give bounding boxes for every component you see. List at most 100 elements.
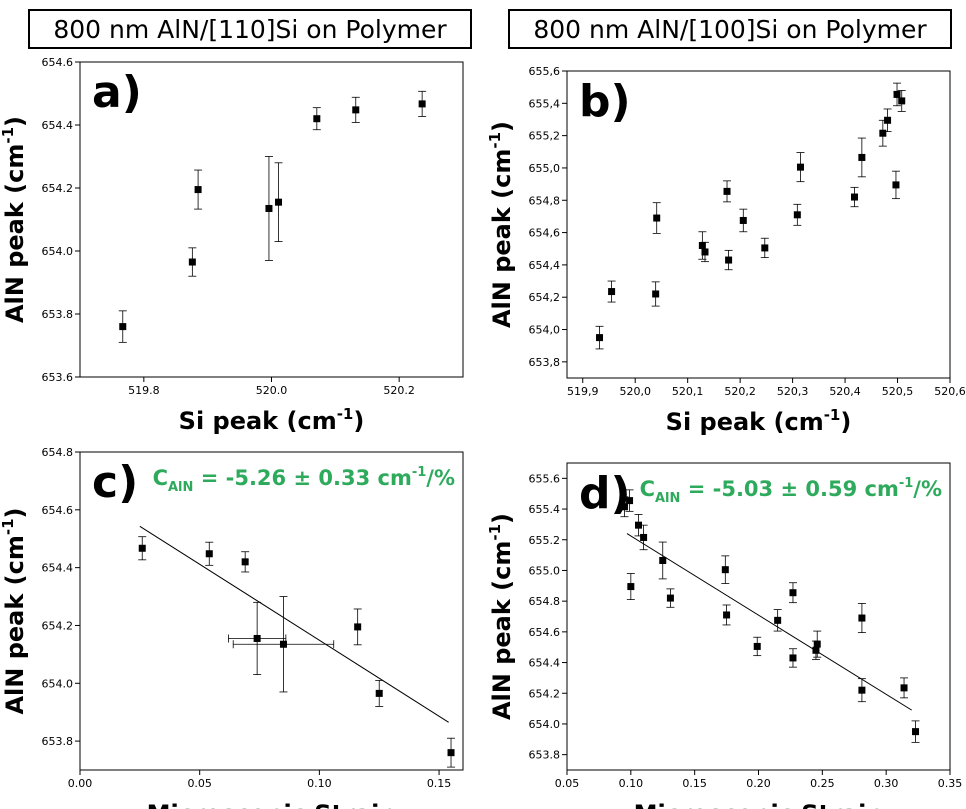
data-point: [658, 541, 667, 580]
point-marker: [188, 258, 196, 266]
slope-annotation: CAlN = -5.26 ± 0.33 cm-1/%: [153, 465, 455, 495]
fit-line: [626, 533, 912, 711]
x-axis-label: Microscopic Strain: [634, 800, 884, 809]
point-marker: [241, 558, 249, 566]
point-marker: [898, 97, 906, 105]
x-tick-label: 0.35: [938, 777, 963, 790]
point-marker: [626, 497, 634, 505]
point-marker: [608, 288, 616, 296]
data-point: [241, 551, 250, 573]
y-tick-label: 654.4: [42, 119, 74, 132]
y-axis-label: AlN peak (cm-1): [0, 507, 29, 714]
y-axis-label: AlN peak (cm-1): [486, 121, 516, 328]
point-marker: [447, 749, 455, 757]
y-tick-label: 654.0: [529, 718, 561, 731]
y-tick-label: 654.6: [529, 626, 561, 639]
point-marker: [721, 566, 729, 574]
point-marker: [313, 115, 321, 123]
y-tick-label: 655,6: [529, 65, 561, 78]
point-marker: [666, 594, 674, 602]
y-tick-label: 653.8: [42, 735, 74, 748]
y-tick-label: 655,0: [529, 162, 561, 175]
data-point: [118, 310, 127, 343]
point-marker: [640, 533, 648, 541]
x-tick-label: 520,2: [724, 385, 756, 398]
y-tick-label: 654.2: [42, 182, 74, 195]
data-point: [264, 156, 273, 261]
point-marker: [753, 642, 761, 650]
data-point: [274, 162, 283, 242]
x-tick-label: 0.10: [307, 777, 332, 790]
point-marker: [789, 654, 797, 662]
y-tick-label: 655.2: [529, 534, 561, 547]
panel-label: c): [92, 457, 138, 508]
y-tick-label: 654,4: [529, 259, 561, 272]
header-right-text: 800 nm AlN/[100]Si on Polymer: [533, 14, 927, 44]
data-point: [721, 555, 730, 584]
header-left-text: 800 nm AlN/[110]Si on Polymer: [53, 14, 447, 44]
panel-label: b): [579, 76, 631, 127]
x-axis-label: Microscopic Strain: [147, 800, 397, 809]
point-marker: [659, 556, 667, 564]
data-point: [652, 202, 661, 234]
y-tick-label: 654.2: [529, 687, 561, 700]
y-tick-label: 654.4: [42, 562, 74, 575]
data-point: [312, 107, 321, 131]
point-marker: [652, 290, 660, 298]
point-marker: [596, 334, 604, 342]
x-tick-label: 520,6: [934, 385, 966, 398]
x-tick-label: 519,9: [567, 385, 599, 398]
x-tick-label: 0.20: [746, 777, 771, 790]
data-point: [724, 249, 733, 271]
data-point: [739, 208, 748, 233]
data-point: [723, 180, 732, 203]
point-marker: [620, 503, 628, 511]
y-tick-label: 654.6: [42, 504, 74, 517]
y-tick-label: 654.0: [42, 677, 74, 690]
x-tick-label: 0.10: [619, 777, 644, 790]
point-marker: [418, 100, 426, 108]
y-axis-label: AlN peak (cm-1): [486, 513, 516, 720]
header-left: 800 nm AlN/[110]Si on Polymer: [28, 9, 472, 49]
point-marker: [634, 521, 642, 529]
data-point: [788, 582, 797, 604]
slope-annotation: CAlN = -5.03 ± 0.59 cm-1/%: [640, 476, 942, 506]
y-tick-label: 654,8: [529, 194, 561, 207]
y-tick-label: 654.6: [42, 56, 74, 69]
data-point: [760, 237, 769, 259]
point-marker: [698, 242, 706, 250]
data-point: [639, 524, 648, 551]
x-tick-label: 520,1: [672, 385, 704, 398]
y-tick-label: 653.6: [42, 371, 74, 384]
point-marker: [138, 544, 146, 552]
point-marker: [725, 256, 733, 264]
data-point: [353, 608, 362, 646]
point-marker: [352, 106, 360, 114]
y-tick-label: 654.2: [42, 619, 74, 632]
data-point: [232, 596, 335, 693]
point-marker: [275, 198, 283, 206]
data-point: [897, 89, 906, 112]
point-marker: [653, 214, 661, 222]
y-tick-label: 655.6: [529, 472, 561, 485]
data-point: [447, 737, 456, 768]
point-marker: [279, 640, 287, 648]
x-tick-label: 0.15: [427, 777, 452, 790]
point-marker: [701, 248, 709, 256]
x-tick-label: 0.00: [68, 777, 93, 790]
y-axis-label: AlN peak (cm-1): [0, 116, 29, 323]
x-tick-label: 520.0: [256, 384, 288, 397]
point-marker: [253, 634, 261, 642]
data-point: [891, 170, 900, 200]
plot-frame: [566, 70, 951, 379]
point-marker: [879, 129, 887, 137]
point-marker: [739, 216, 747, 224]
point-marker: [858, 686, 866, 694]
data-point: [857, 137, 866, 178]
point-marker: [851, 193, 859, 201]
x-tick-label: 519.8: [128, 384, 160, 397]
data-point: [722, 604, 731, 626]
point-marker: [796, 163, 804, 171]
point-marker: [912, 728, 920, 736]
